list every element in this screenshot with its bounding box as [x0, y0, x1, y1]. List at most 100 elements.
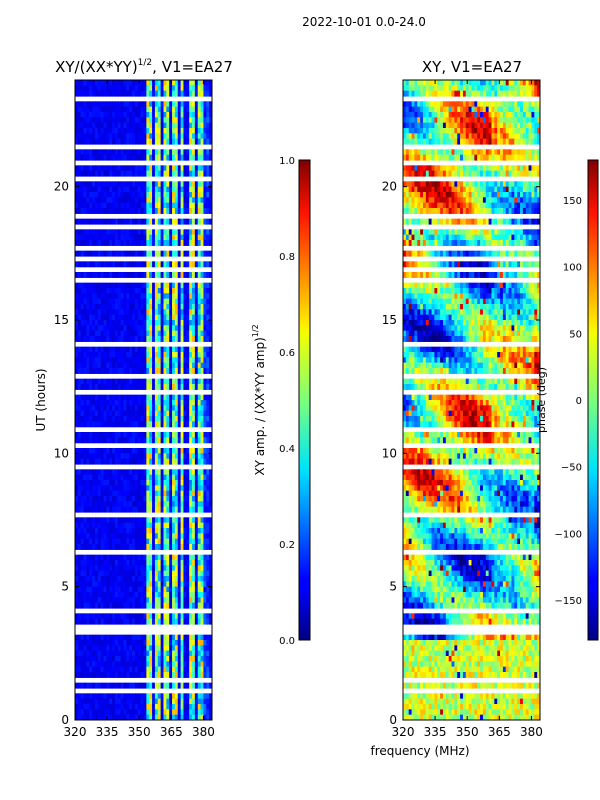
heatmap-cell	[137, 304, 142, 310]
heatmap-cell	[137, 320, 142, 326]
heatmap-cell	[109, 149, 113, 156]
heatmap-cell	[203, 586, 207, 593]
heatmap-cell	[117, 288, 122, 294]
heatmap-cell	[172, 560, 176, 566]
heatmap-cell	[129, 704, 133, 710]
heatmap-cell	[186, 714, 190, 720]
heatmap-cell	[425, 85, 430, 92]
heatmap-cell	[180, 453, 185, 460]
heatmap-cell	[106, 400, 110, 406]
heatmap-cell	[129, 250, 133, 257]
heatmap-cell	[140, 538, 145, 545]
heatmap-cell	[77, 288, 82, 294]
heatmap-cell	[117, 581, 122, 588]
heatmap-cell	[520, 112, 524, 118]
heatmap-cell	[200, 432, 205, 438]
heatmap-cell	[92, 666, 96, 673]
heatmap-cell	[114, 229, 119, 236]
heatmap-cell	[172, 538, 176, 545]
heatmap-cell	[109, 565, 113, 572]
heatmap-cell	[77, 314, 82, 321]
heatmap-cell	[200, 90, 205, 97]
heatmap-cell	[120, 85, 125, 92]
heatmap-cell	[106, 197, 110, 204]
heatmap-cell	[137, 90, 142, 97]
heatmap-cell	[143, 645, 147, 652]
heatmap-cell	[132, 458, 136, 465]
heatmap-cell	[445, 112, 450, 118]
heatmap-cell	[200, 112, 205, 118]
heatmap-cell	[123, 154, 127, 161]
heatmap-cell	[112, 421, 116, 428]
heatmap-cell	[166, 656, 170, 662]
heatmap-cell	[132, 554, 136, 561]
heatmap-cell	[83, 597, 88, 604]
heatmap-cell	[192, 229, 196, 236]
heatmap-cell	[137, 528, 142, 534]
heatmap-cell	[197, 421, 202, 428]
heatmap-cell	[103, 650, 107, 657]
heatmap-cell	[174, 405, 179, 412]
heatmap-cell	[152, 352, 156, 358]
heatmap-cell	[126, 400, 130, 406]
heatmap-cell	[89, 330, 93, 337]
heatmap-cell	[123, 501, 127, 508]
heatmap-cell	[194, 106, 199, 113]
heatmap-cell	[89, 458, 93, 465]
heatmap-cell	[417, 112, 421, 118]
heatmap-cell	[209, 117, 212, 124]
heatmap-cell	[134, 368, 139, 374]
heatmap-cell	[149, 181, 153, 188]
heatmap-cell	[149, 384, 153, 390]
heatmap-cell	[140, 149, 145, 156]
heatmap-cell	[112, 517, 116, 524]
heatmap-cell	[132, 133, 136, 140]
heatmap-cell	[445, 80, 450, 86]
heatmap-cell	[132, 101, 136, 108]
heatmap-cell	[189, 410, 193, 417]
heatmap-cell	[186, 592, 190, 598]
heatmap-cell	[471, 80, 475, 86]
heatmap-cell	[160, 293, 165, 300]
heatmap-cell	[75, 288, 79, 294]
heatmap-cell	[92, 368, 96, 374]
heatmap-cell	[103, 490, 107, 497]
heatmap-cell	[157, 378, 162, 385]
heatmap-cell	[123, 480, 127, 486]
heatmap-cell	[160, 437, 165, 444]
heatmap-cell	[114, 282, 119, 289]
heatmap-cell	[154, 634, 159, 641]
heatmap-cell	[75, 533, 79, 540]
heatmap-cell	[114, 234, 119, 241]
heatmap-cell	[183, 197, 187, 204]
heatmap-cell	[203, 298, 207, 305]
heatmap-cell	[403, 90, 407, 97]
heatmap-cell	[114, 421, 119, 428]
heatmap-cell	[83, 709, 88, 716]
heatmap-cell	[206, 362, 210, 369]
heatmap-cell	[488, 106, 493, 113]
heatmap-cell	[502, 101, 507, 108]
heatmap-cell	[174, 272, 179, 278]
heatmap-cell	[146, 357, 150, 364]
heatmap-cell	[97, 474, 102, 481]
heatmap-cell	[143, 613, 147, 620]
heatmap-cell	[77, 416, 82, 422]
heatmap-cell	[117, 448, 122, 454]
heatmap-cell	[92, 261, 96, 268]
heatmap-cell	[114, 586, 119, 593]
heatmap-cell	[109, 560, 113, 566]
heatmap-cell	[186, 544, 190, 550]
heatmap-cell	[77, 378, 82, 385]
heatmap-cell	[112, 165, 116, 172]
heatmap-cell	[120, 394, 125, 401]
heatmap-cell	[117, 656, 122, 662]
heatmap-cell	[114, 522, 119, 529]
heatmap-cell	[485, 85, 490, 92]
heatmap-cell	[123, 666, 127, 673]
heatmap-cell	[180, 410, 185, 417]
heatmap-cell	[112, 613, 116, 620]
heatmap-cell	[89, 384, 93, 390]
heatmap-cell	[83, 170, 88, 177]
heatmap-cell	[471, 85, 475, 92]
